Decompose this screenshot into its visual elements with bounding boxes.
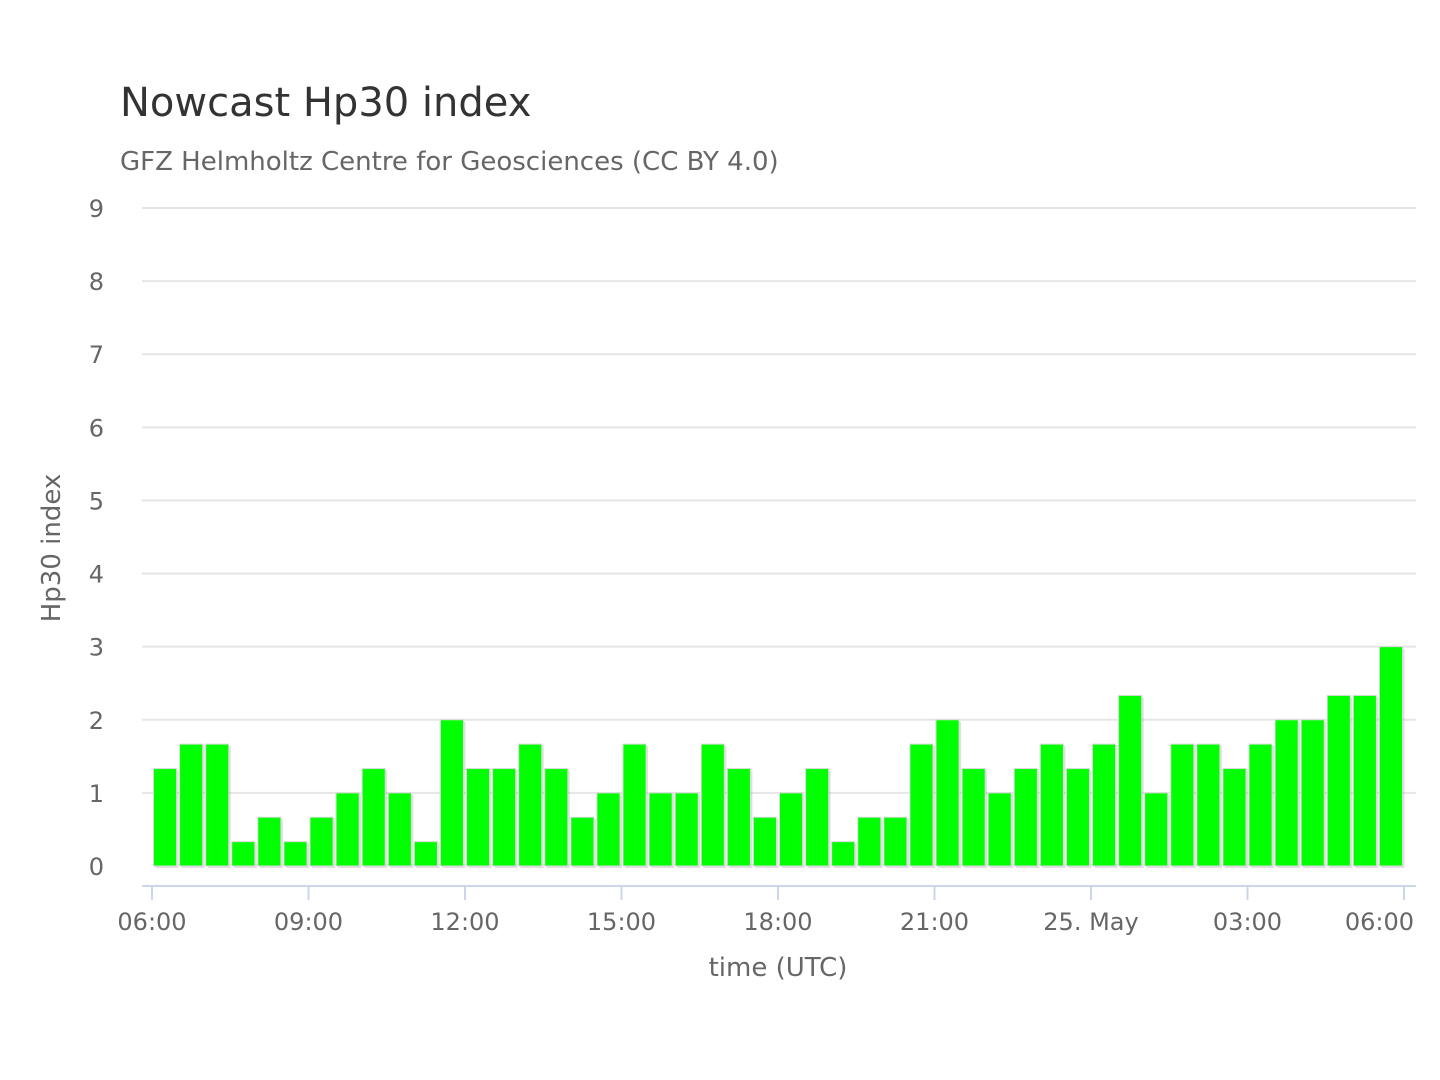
bar[interactable] [570, 816, 595, 867]
x-tick-label: 12:00 [430, 908, 499, 936]
bar[interactable] [179, 743, 204, 867]
chart-subtitle: GFZ Helmholtz Centre for Geosciences (CC… [120, 147, 779, 177]
bar[interactable] [674, 792, 699, 867]
bar[interactable] [1039, 743, 1064, 867]
bar[interactable] [648, 792, 673, 867]
bars [153, 646, 1405, 868]
y-tick-label: 9 [89, 195, 104, 223]
bar[interactable] [1222, 768, 1247, 867]
bar[interactable] [831, 841, 856, 867]
y-tick-label: 8 [89, 268, 104, 296]
bar[interactable] [1170, 743, 1195, 867]
bar[interactable] [205, 743, 230, 867]
bar[interactable] [1092, 743, 1117, 867]
bar[interactable] [1248, 743, 1273, 867]
bar[interactable] [1065, 768, 1090, 867]
y-tick-label: 4 [89, 561, 104, 589]
x-tick-label: 15:00 [587, 908, 656, 936]
bar[interactable] [1274, 719, 1299, 867]
y-tick-label: 7 [89, 341, 104, 369]
bar[interactable] [1326, 694, 1351, 867]
bar[interactable] [1196, 743, 1221, 867]
bar[interactable] [387, 792, 412, 867]
bar[interactable] [1378, 646, 1403, 867]
bar[interactable] [1352, 694, 1377, 867]
x-tick-label: 18:00 [743, 908, 812, 936]
x-tick-label: 09:00 [274, 908, 343, 936]
x-tick-label: 06:00 [117, 908, 186, 936]
bar[interactable] [466, 768, 491, 867]
bar[interactable] [622, 743, 647, 867]
x-axis-title: time (UTC) [709, 953, 848, 983]
bar[interactable] [909, 743, 934, 867]
bar[interactable] [857, 816, 882, 867]
bar[interactable] [309, 816, 334, 867]
bar[interactable] [1144, 792, 1169, 867]
bar[interactable] [361, 768, 386, 867]
bar[interactable] [1300, 719, 1325, 867]
y-axis-title: Hp30 index [37, 474, 67, 623]
y-tick-label: 5 [89, 487, 104, 515]
bar[interactable] [283, 841, 308, 867]
y-tick-label: 1 [89, 780, 104, 808]
bar[interactable] [153, 768, 178, 867]
bar[interactable] [596, 792, 621, 867]
chart-title: Nowcast Hp30 index [120, 80, 531, 126]
bar[interactable] [544, 768, 569, 867]
bar[interactable] [883, 816, 908, 867]
y-tick-label: 0 [89, 853, 104, 881]
y-axis-ticks: 0 1 2 3 4 5 6 7 8 9 [89, 195, 104, 881]
bar[interactable] [231, 841, 256, 867]
bar[interactable] [726, 768, 751, 867]
bar[interactable] [1013, 768, 1038, 867]
y-tick-label: 3 [89, 634, 104, 662]
bar[interactable] [779, 792, 804, 867]
y-tick-label: 6 [89, 414, 104, 442]
bar[interactable] [518, 743, 543, 867]
bar[interactable] [439, 719, 464, 867]
bar[interactable] [752, 816, 778, 867]
bar[interactable] [700, 743, 725, 867]
bar[interactable] [987, 792, 1012, 867]
x-tick-label: 03:00 [1213, 908, 1282, 936]
x-axis: 06:00 09:00 12:00 15:00 18:00 21:00 25. May 03:… [117, 885, 1416, 936]
x-tick-label: 06:00 [1345, 908, 1414, 936]
grid-lines [142, 207, 1416, 794]
x-tick-label: 25. May [1043, 908, 1138, 936]
bar[interactable] [335, 792, 360, 867]
x-tick-label: 21:00 [900, 908, 969, 936]
bar[interactable] [413, 841, 438, 867]
y-tick-label: 2 [89, 707, 104, 735]
bar[interactable] [1118, 694, 1143, 867]
bar[interactable] [492, 768, 517, 867]
bar[interactable] [257, 816, 282, 867]
bar[interactable] [961, 768, 986, 867]
bar[interactable] [805, 768, 830, 867]
bar[interactable] [935, 719, 960, 867]
